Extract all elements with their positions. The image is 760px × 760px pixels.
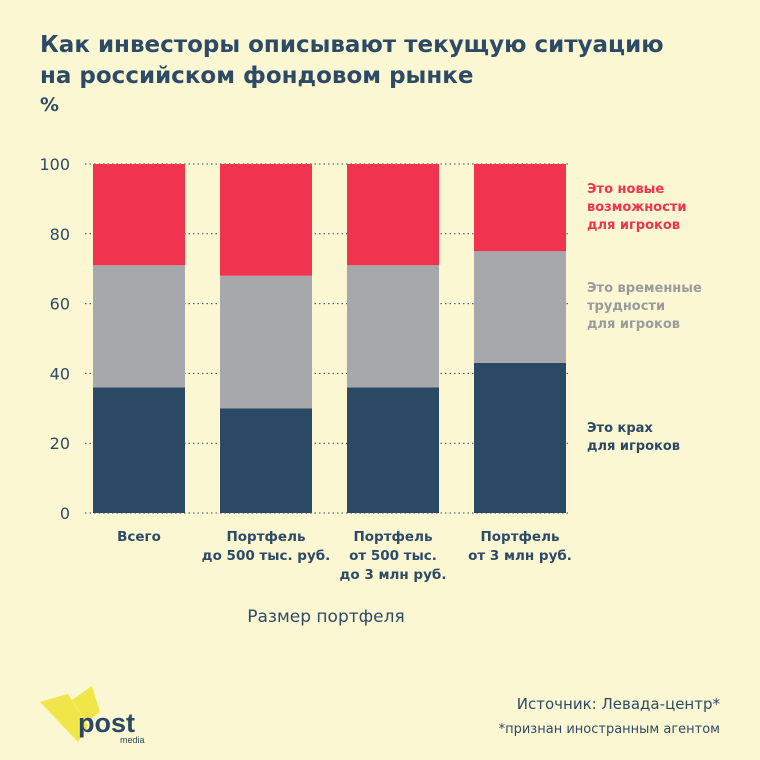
x-tick-label: Портфель — [226, 529, 305, 545]
unit-label: % — [40, 94, 60, 116]
bar-segment-2-2 — [347, 164, 439, 266]
x-tick-label: от 3 млн руб. — [468, 548, 572, 564]
y-tick-label: 60 — [50, 295, 70, 314]
logo-shape-left — [40, 694, 88, 742]
legend-line: Это временные — [587, 281, 702, 297]
bar-segment-0-0 — [93, 387, 185, 513]
footnote: *признан иностранным агентом — [498, 722, 720, 737]
bar-segment-2-3 — [474, 164, 566, 252]
chart-title: Как инвесторы описывают текущую ситуацию… — [40, 30, 740, 92]
bar-segment-1-2 — [347, 265, 439, 388]
x-tick-label: Портфель — [353, 529, 432, 545]
y-tick-label: 80 — [50, 225, 70, 244]
x-tick-label: Всего — [117, 529, 161, 545]
legend-line: Это крах — [587, 420, 653, 436]
logo-subtext: media — [120, 735, 145, 745]
logo-wordmark: post — [78, 708, 135, 738]
bar-segment-1-1 — [220, 275, 312, 409]
bar-segment-2-0 — [93, 164, 185, 266]
legend-line: возможности — [587, 199, 687, 215]
y-tick-label: 40 — [50, 364, 70, 383]
x-axis-title: Размер портфеля — [247, 607, 405, 627]
x-tick-label: от 500 тыс. — [349, 548, 437, 564]
y-tick-label: 0 — [60, 504, 70, 523]
x-tick-label: до 3 млн руб. — [340, 567, 447, 583]
legend-item-temporary-difficulties: Это временные трудности для игроков — [587, 280, 702, 334]
legend-item-new-opportunities: Это новые возможности для игроков — [587, 181, 686, 235]
legend-line: Это новые — [587, 181, 665, 197]
chart-title-line-1: Как инвесторы описывают текущую ситуацию — [40, 32, 664, 58]
legend-line: трудности — [587, 299, 666, 315]
legend-line: для игроков — [587, 438, 681, 454]
bar-segment-1-3 — [474, 251, 566, 363]
bar-segment-2-1 — [220, 164, 312, 276]
y-tick-label: 100 — [39, 155, 70, 174]
bar-segment-0-2 — [347, 387, 439, 513]
bar-segment-1-0 — [93, 265, 185, 388]
postmedia-logo: post media — [38, 686, 148, 750]
bar-segment-0-3 — [474, 362, 566, 513]
source-note: Источник: Левада-центр* — [516, 695, 720, 713]
x-tick-label: до 500 тыс. руб. — [202, 548, 331, 564]
legend-line: для игроков — [587, 217, 681, 233]
x-tick-label: Портфель — [480, 529, 559, 545]
bar-segment-0-1 — [220, 408, 312, 513]
legend-line: для игроков — [587, 317, 681, 333]
logo-shape-right — [72, 686, 100, 722]
legend-item-crash: Это крах для игроков — [587, 420, 680, 456]
chart-title-line-2: на российском фондовом рынке — [40, 63, 474, 89]
y-tick-label: 20 — [50, 434, 70, 453]
stacked-bar-chart: 0 20 40 60 80 100 Всего Портфель до 500 тыс. руб… — [39, 155, 572, 583]
